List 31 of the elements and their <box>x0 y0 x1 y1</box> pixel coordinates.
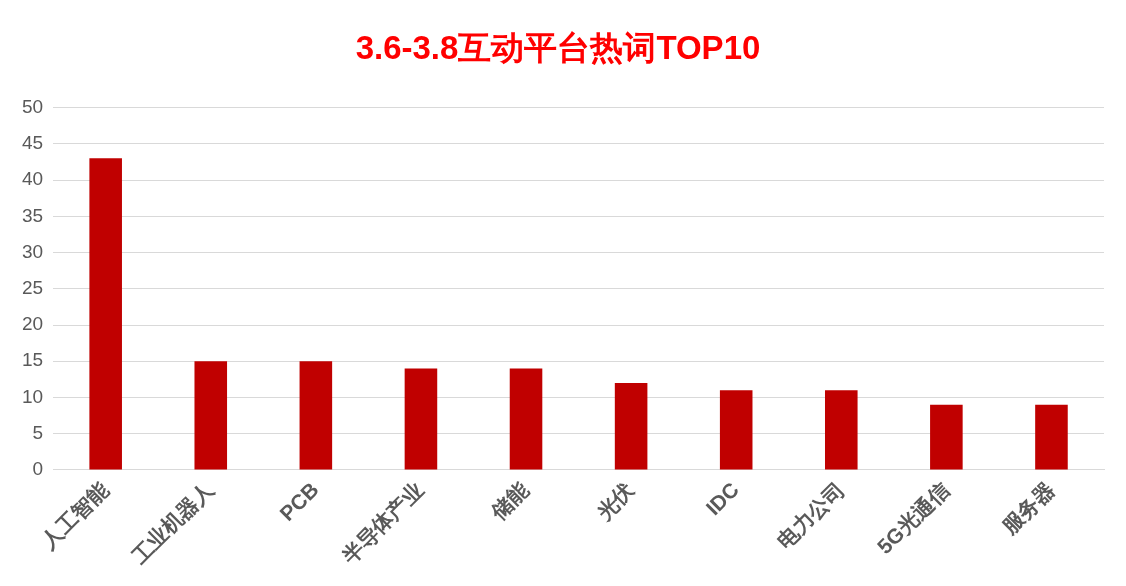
y-tick-label: 30 <box>21 240 44 262</box>
x-tick-label: 工业机器人 <box>126 476 219 569</box>
y-tick-label: 5 <box>32 421 44 443</box>
y-tick-label: 40 <box>21 168 44 190</box>
bar <box>509 368 543 470</box>
x-tick-label: 半导体产业 <box>336 477 428 569</box>
y-tick-label: 0 <box>32 458 44 480</box>
bar <box>930 404 963 470</box>
x-tick-label: 储能 <box>486 477 533 525</box>
x-tick-label: 光伏 <box>591 476 639 525</box>
y-tick-label: 45 <box>21 132 44 154</box>
bar <box>825 390 858 470</box>
y-tick-label: 50 <box>21 95 44 117</box>
x-tick-label: IDC <box>701 477 744 520</box>
bar <box>194 361 228 470</box>
x-tick-label: 人工智能 <box>36 477 113 554</box>
x-tick-label: 电力公司 <box>772 477 849 554</box>
y-tick-label: 35 <box>21 204 44 226</box>
bar <box>404 368 438 470</box>
x-tick-label: 服务器 <box>996 477 1059 540</box>
bar <box>614 382 648 470</box>
bar <box>719 390 753 470</box>
bar <box>89 158 122 470</box>
y-tick-label: 15 <box>21 349 44 371</box>
chart-title: 3.6-3.8互动平台热词TOP10 <box>355 28 761 66</box>
y-tick-label: 20 <box>21 313 44 335</box>
bar <box>1035 404 1068 470</box>
x-tick-label: 5G光通信 <box>872 477 954 559</box>
y-tick-label: 10 <box>21 385 44 407</box>
y-tick-label: 25 <box>21 277 44 298</box>
bar <box>299 361 333 470</box>
